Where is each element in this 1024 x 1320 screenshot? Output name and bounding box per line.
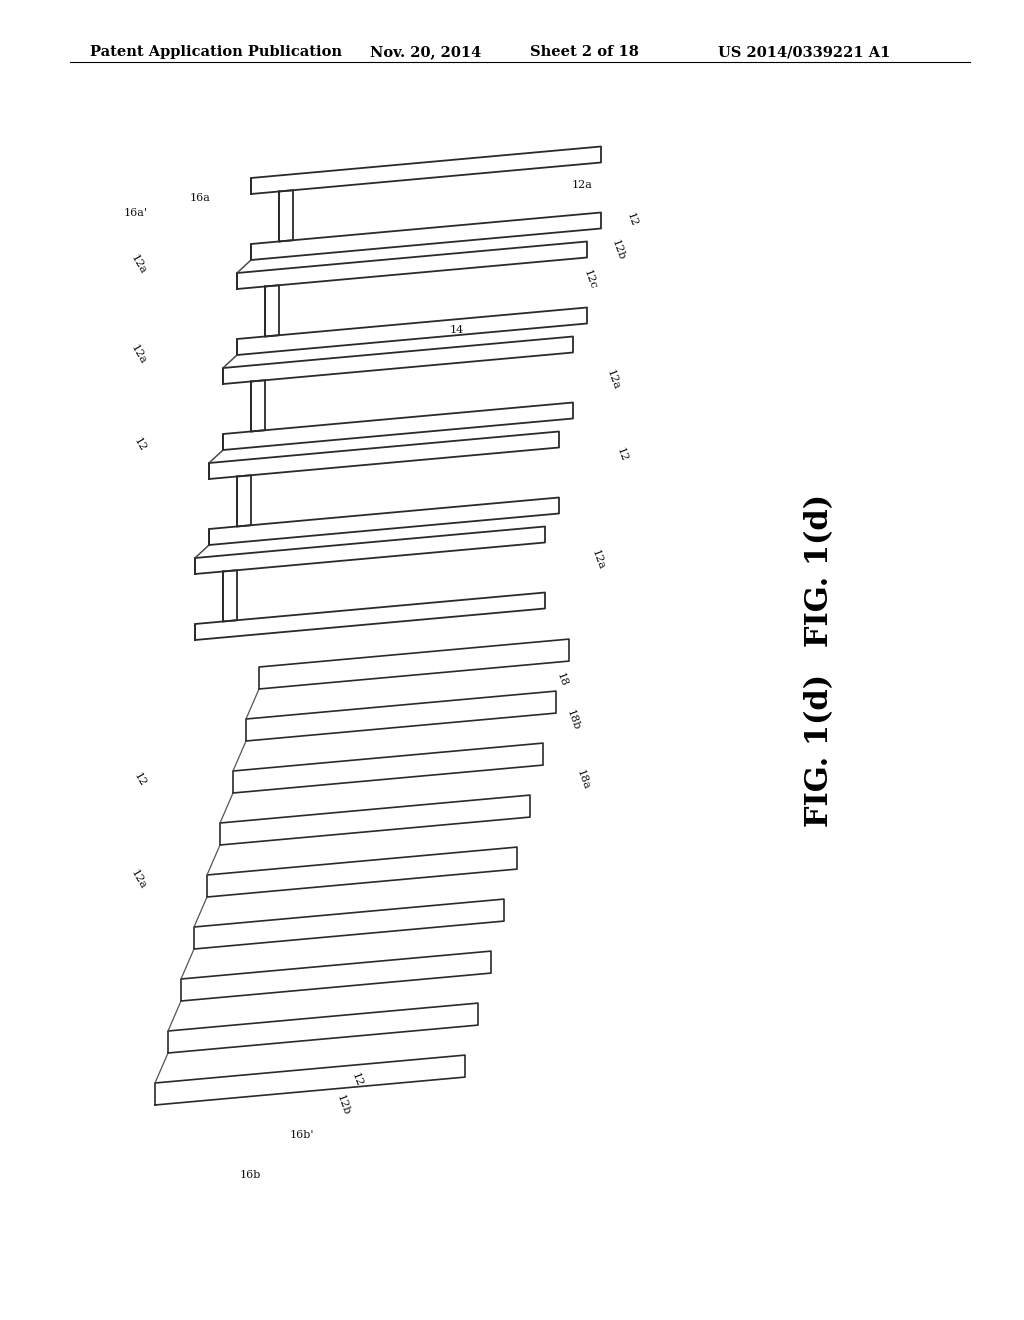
- Text: US 2014/0339221 A1: US 2014/0339221 A1: [718, 45, 891, 59]
- Text: 16b: 16b: [240, 1170, 261, 1180]
- Text: 12: 12: [350, 1072, 365, 1089]
- Text: Nov. 20, 2014: Nov. 20, 2014: [370, 45, 481, 59]
- Text: 12: 12: [615, 446, 630, 463]
- Text: 12a: 12a: [129, 343, 148, 367]
- Text: 18a: 18a: [575, 768, 592, 792]
- Text: 12b: 12b: [610, 238, 627, 261]
- Text: FIG. 1(d): FIG. 1(d): [805, 673, 836, 826]
- Text: 18: 18: [555, 672, 569, 689]
- Text: 12b: 12b: [335, 1093, 351, 1117]
- Text: 12a: 12a: [129, 253, 148, 276]
- Text: Sheet 2 of 18: Sheet 2 of 18: [530, 45, 639, 59]
- Text: 12: 12: [132, 437, 148, 454]
- Text: 16b': 16b': [290, 1130, 314, 1140]
- Text: FIG. 1(d): FIG. 1(d): [805, 494, 836, 647]
- Text: 12a: 12a: [129, 869, 148, 891]
- Text: 12: 12: [625, 211, 639, 228]
- Text: 12: 12: [132, 771, 148, 788]
- Text: 16a: 16a: [190, 193, 211, 203]
- Text: 18b: 18b: [565, 709, 582, 731]
- Text: 12a: 12a: [590, 549, 606, 572]
- Text: 12c: 12c: [582, 269, 598, 292]
- Text: Patent Application Publication: Patent Application Publication: [90, 45, 342, 59]
- Text: 14: 14: [450, 325, 464, 335]
- Text: 12a: 12a: [572, 180, 593, 190]
- Text: 12a: 12a: [605, 368, 622, 392]
- Text: 16a': 16a': [124, 209, 148, 218]
